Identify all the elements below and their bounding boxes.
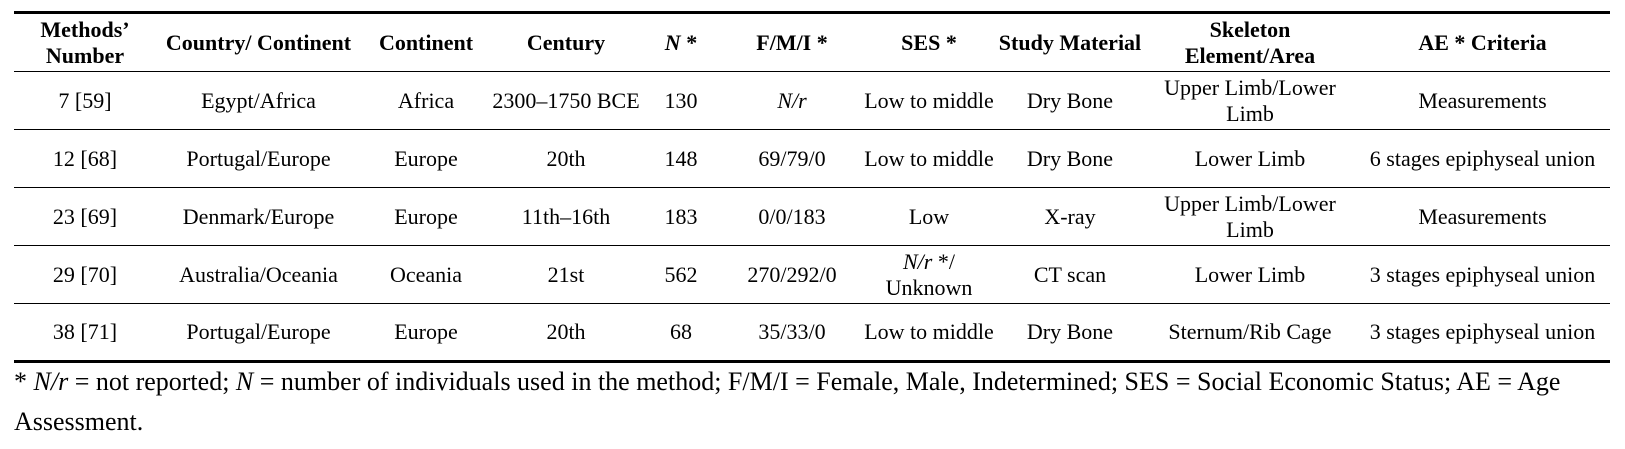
cell-method: 38 [71]	[14, 303, 156, 363]
table-row: 38 [71] Portugal/Europe Europe 20th 68 3…	[14, 303, 1610, 363]
cell-criteria: Measurements	[1355, 71, 1610, 130]
methods-table: Methods’ Number Country/ Continent Conti…	[14, 11, 1610, 363]
cell-material: Dry Bone	[995, 129, 1145, 188]
header-study-material: Study Material	[995, 11, 1145, 72]
cell-continent: Europe	[361, 129, 491, 188]
cell-criteria: Measurements	[1355, 187, 1610, 246]
cell-method: 23 [69]	[14, 187, 156, 246]
cell-material: Dry Bone	[995, 71, 1145, 130]
cell-material: Dry Bone	[995, 303, 1145, 363]
footnote-asterisk: *	[14, 367, 34, 396]
cell-n: 183	[641, 187, 721, 246]
cell-country: Denmark/Europe	[156, 187, 361, 246]
table-header: Methods’ Number Country/ Continent Conti…	[14, 11, 1610, 72]
cell-fmi: 0/0/183	[721, 187, 863, 246]
cell-ses: Low to middle	[863, 303, 995, 363]
header-n: N *	[641, 11, 721, 72]
footnote-nr-definition: = not reported;	[68, 367, 236, 396]
footnote-n-term: N	[235, 367, 254, 396]
header-n-italic: N	[664, 29, 681, 55]
table-row: 7 [59] Egypt/Africa Africa 2300–1750 BCE…	[14, 71, 1610, 130]
cell-method: 29 [70]	[14, 245, 156, 304]
cell-element: Upper Limb/Lower Limb	[1145, 187, 1355, 246]
header-continent: Continent	[361, 11, 491, 72]
cell-continent: Oceania	[361, 245, 491, 304]
cell-century: 11th–16th	[491, 187, 641, 246]
table-row: 12 [68] Portugal/Europe Europe 20th 148 …	[14, 129, 1610, 188]
cell-century: 21st	[491, 245, 641, 304]
cell-element: Lower Limb	[1145, 245, 1355, 304]
cell-fmi: 35/33/0	[721, 303, 863, 363]
cell-country: Portugal/Europe	[156, 303, 361, 363]
header-ae-criteria: AE * Criteria	[1355, 11, 1610, 72]
table-footnote: * N/r = not reported; N = number of indi…	[14, 362, 1614, 442]
header-century: Century	[491, 11, 641, 72]
header-row: Methods’ Number Country/ Continent Conti…	[14, 11, 1610, 72]
cell-country: Egypt/Africa	[156, 71, 361, 130]
cell-century: 2300–1750 BCE	[491, 71, 641, 130]
table-row: 23 [69] Denmark/Europe Europe 11th–16th …	[14, 187, 1610, 246]
cell-criteria: 3 stages epiphyseal union	[1355, 245, 1610, 304]
table-row: 29 [70] Australia/Oceania Oceania 21st 5…	[14, 245, 1610, 304]
cell-fmi: N/r	[721, 71, 863, 130]
header-ses: SES *	[863, 11, 995, 72]
cell-country: Portugal/Europe	[156, 129, 361, 188]
footnote-remaining-definitions: = number of individuals used in the meth…	[14, 367, 1561, 436]
header-skeleton-element: Skeleton Element/Area	[1145, 11, 1355, 72]
cell-method: 12 [68]	[14, 129, 156, 188]
cell-n: 148	[641, 129, 721, 188]
cell-n: 562	[641, 245, 721, 304]
header-methods-number: Methods’ Number	[14, 11, 156, 72]
cell-element: Lower Limb	[1145, 129, 1355, 188]
cell-criteria: 6 stages epiphyseal union	[1355, 129, 1610, 188]
header-country-continent: Country/ Continent	[156, 11, 361, 72]
footnote-nr-term: N/r	[33, 367, 69, 396]
header-fmi: F/M/I *	[721, 11, 863, 72]
cell-n: 130	[641, 71, 721, 130]
cell-century: 20th	[491, 303, 641, 363]
cell-century: 20th	[491, 129, 641, 188]
cell-method: 7 [59]	[14, 71, 156, 130]
cell-fmi: 270/292/0	[721, 245, 863, 304]
table-body: 7 [59] Egypt/Africa Africa 2300–1750 BCE…	[14, 71, 1610, 363]
cell-ses: Low to middle	[863, 129, 995, 188]
cell-continent: Europe	[361, 303, 491, 363]
cell-material: X-ray	[995, 187, 1145, 246]
cell-ses: N/r */ Unknown	[863, 245, 995, 304]
cell-country: Australia/Oceania	[156, 245, 361, 304]
header-n-asterisk: *	[680, 29, 698, 55]
cell-ses-rest: */ Unknown	[885, 248, 973, 300]
cell-criteria: 3 stages epiphyseal union	[1355, 303, 1610, 363]
cell-continent: Europe	[361, 187, 491, 246]
cell-element: Upper Limb/Lower Limb	[1145, 71, 1355, 130]
cell-n: 68	[641, 303, 721, 363]
cell-continent: Africa	[361, 71, 491, 130]
cell-ses: Low to middle	[863, 71, 995, 130]
cell-fmi: 69/79/0	[721, 129, 863, 188]
cell-ses-italic: N/r	[903, 248, 933, 274]
cell-material: CT scan	[995, 245, 1145, 304]
cell-ses: Low	[863, 187, 995, 246]
cell-element: Sternum/Rib Cage	[1145, 303, 1355, 363]
